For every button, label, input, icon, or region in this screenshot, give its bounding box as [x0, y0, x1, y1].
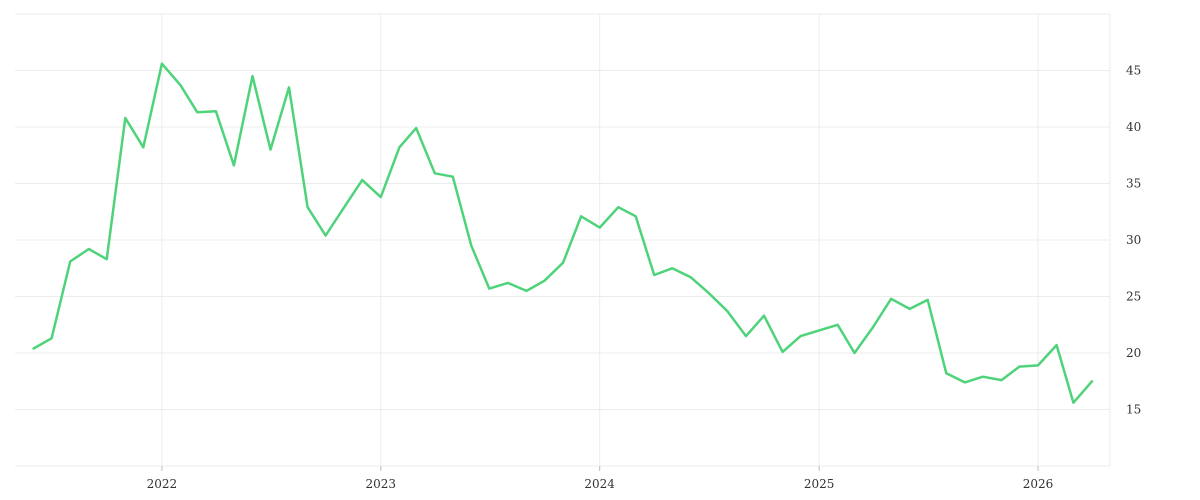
data-point — [1089, 378, 1095, 384]
data-point — [486, 286, 492, 292]
data-point — [86, 246, 92, 252]
data-point — [962, 379, 968, 385]
data-point — [743, 333, 749, 339]
data-point — [178, 82, 184, 88]
x-tick-label: 2023 — [366, 477, 397, 491]
data-point — [943, 370, 949, 376]
data-point — [597, 225, 603, 231]
data-point — [1016, 364, 1022, 370]
data-point — [31, 346, 37, 352]
data-point — [560, 260, 566, 266]
data-point — [341, 204, 347, 210]
data-point — [194, 109, 200, 115]
x-tick-label: 2025 — [804, 477, 835, 491]
data-point — [980, 374, 986, 380]
data-point — [213, 108, 219, 114]
x-tick-label: 2022 — [147, 477, 178, 491]
data-point — [159, 61, 165, 67]
data-point — [524, 288, 530, 294]
data-point — [286, 84, 292, 90]
data-point — [578, 213, 584, 219]
y-tick-label: 20 — [1126, 346, 1141, 360]
data-point — [761, 313, 767, 319]
data-point — [999, 377, 1005, 383]
grid-layer — [15, 13, 1111, 467]
y-tick-label: 45 — [1126, 64, 1141, 78]
data-point — [1070, 400, 1076, 406]
data-point — [468, 243, 474, 249]
data-point — [907, 306, 913, 312]
data-point — [816, 327, 822, 333]
data-point — [359, 177, 365, 183]
data-point — [49, 335, 55, 341]
data-point — [615, 204, 621, 210]
data-point — [835, 322, 841, 328]
data-point — [231, 162, 237, 168]
data-point — [706, 290, 712, 296]
data-point — [104, 256, 110, 262]
data-point — [798, 333, 804, 339]
data-point — [852, 350, 858, 356]
data-point — [413, 125, 419, 131]
data-point — [651, 272, 657, 278]
data-point — [1035, 362, 1041, 368]
data-point — [1054, 342, 1060, 348]
series-line — [32, 62, 1094, 404]
y-tick-label: 25 — [1126, 290, 1141, 304]
data-point — [250, 73, 256, 79]
data-point — [396, 144, 402, 150]
y-tick-label: 15 — [1126, 403, 1141, 417]
data-point — [724, 308, 730, 314]
y-tick-label: 40 — [1126, 120, 1141, 134]
y-tick-label: 35 — [1126, 177, 1141, 191]
data-point — [888, 296, 894, 302]
x-tick-label: 2026 — [1023, 477, 1054, 491]
y-tick-label: 30 — [1126, 233, 1141, 247]
data-point — [780, 349, 786, 355]
data-point — [688, 274, 694, 280]
data-point — [505, 280, 511, 286]
data-point — [122, 115, 128, 121]
data-point — [432, 170, 438, 176]
data-point — [305, 204, 311, 210]
data-point — [542, 278, 548, 284]
data-point — [140, 144, 146, 150]
x-tick-label: 2024 — [584, 477, 615, 491]
data-point — [450, 174, 456, 180]
data-point — [268, 147, 274, 153]
data-point — [669, 265, 675, 271]
data-point — [870, 324, 876, 330]
data-point — [323, 233, 329, 239]
data-point — [378, 194, 384, 200]
data-point — [633, 213, 639, 219]
data-point — [925, 297, 931, 303]
series-layer — [31, 61, 1095, 406]
data-point — [67, 259, 73, 265]
